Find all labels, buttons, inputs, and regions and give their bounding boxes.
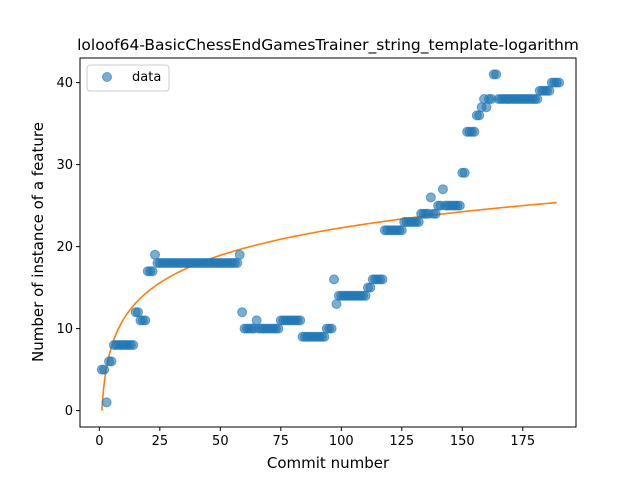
y-axis-label: Number of instance of a feature xyxy=(29,122,47,362)
points-layer xyxy=(96,69,565,408)
y-tick-label: 10 xyxy=(56,322,73,337)
y-axis: 0 10 20 30 40 xyxy=(56,76,80,419)
data-point xyxy=(106,356,117,367)
y-tick-label: 0 xyxy=(65,404,73,419)
data-point xyxy=(140,315,151,326)
data-point xyxy=(474,110,485,121)
x-tick-label: 75 xyxy=(273,434,290,449)
data-point xyxy=(425,192,436,203)
y-tick-label: 40 xyxy=(56,76,73,91)
legend-box xyxy=(86,64,170,92)
data-point xyxy=(360,290,371,301)
data-point xyxy=(101,397,112,408)
legend-label-data: data xyxy=(132,70,161,85)
data-point xyxy=(377,274,388,285)
data-point xyxy=(150,249,160,260)
data-point xyxy=(329,274,340,285)
x-tick-label: 50 xyxy=(212,434,229,449)
x-tick-label: 25 xyxy=(152,434,169,449)
plot-frame xyxy=(79,57,577,428)
data-point xyxy=(413,217,424,227)
x-axis: 0 25 50 75 100 125 150 175 xyxy=(95,427,535,449)
data-point xyxy=(295,315,306,326)
y-tick-label: 20 xyxy=(56,240,73,255)
data-point xyxy=(237,307,248,318)
chart-title: loloof64-BasicChessEndGamesTrainer_strin… xyxy=(77,36,579,55)
data-point xyxy=(396,225,407,236)
fit-line xyxy=(100,201,557,411)
data-point xyxy=(491,69,502,80)
data-point xyxy=(331,299,342,309)
data-point xyxy=(469,126,480,137)
data-point xyxy=(234,249,245,260)
y-tick-label: 30 xyxy=(56,158,73,173)
data-point xyxy=(133,307,144,318)
data-point xyxy=(251,315,262,326)
data-point xyxy=(365,282,376,293)
data-point xyxy=(232,258,243,268)
data-point xyxy=(481,102,492,113)
data-point xyxy=(128,340,139,350)
data-point xyxy=(459,167,470,178)
legend: data xyxy=(86,64,170,92)
fit-layer xyxy=(100,201,557,411)
data-point xyxy=(454,200,465,211)
x-tick-label: 0 xyxy=(95,434,103,449)
data-point xyxy=(99,364,110,375)
x-tick-label: 175 xyxy=(510,434,535,449)
legend-marker xyxy=(102,72,112,82)
data-point xyxy=(319,331,330,342)
data-point xyxy=(326,323,337,334)
data-point xyxy=(147,266,158,277)
x-tick-label: 100 xyxy=(329,434,354,449)
data-point xyxy=(532,94,543,104)
data-point xyxy=(430,208,441,219)
data-point xyxy=(273,323,284,334)
data-point xyxy=(544,85,555,96)
x-tick-label: 150 xyxy=(450,434,475,449)
x-tick-label: 125 xyxy=(389,434,414,449)
plot-area xyxy=(79,57,577,428)
data-point xyxy=(437,184,448,195)
x-axis-label: Commit number xyxy=(267,454,390,472)
data-point xyxy=(554,77,565,88)
